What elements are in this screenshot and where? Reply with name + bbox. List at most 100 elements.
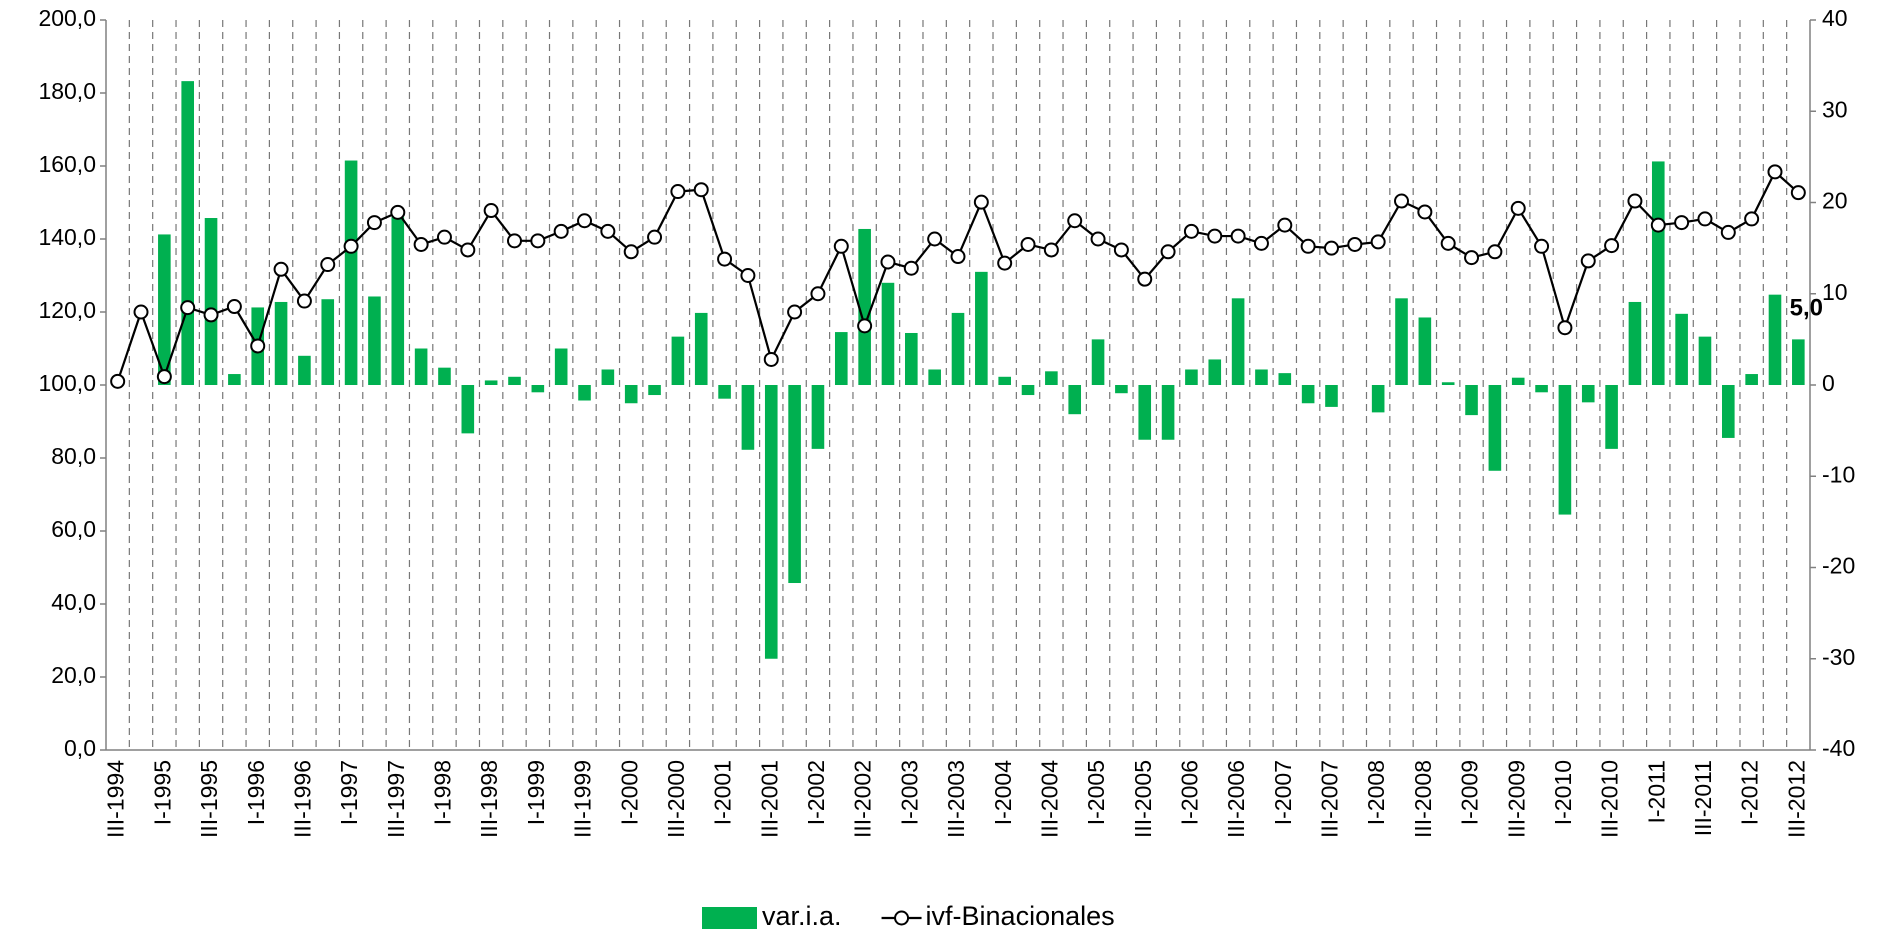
- bar: [1302, 385, 1315, 403]
- marker: [718, 253, 731, 266]
- bar: [1675, 314, 1688, 385]
- bar: [905, 333, 918, 385]
- y2-tick-label: 10: [1822, 279, 1848, 305]
- x-tick-label: III-2006: [1223, 760, 1249, 838]
- bar: [835, 332, 848, 385]
- marker: [275, 263, 288, 276]
- marker: [1138, 273, 1151, 286]
- bar: [998, 377, 1011, 385]
- x-tick-label: III-2005: [1130, 760, 1156, 838]
- x-tick-label: III-2009: [1503, 760, 1529, 838]
- bar: [1792, 339, 1805, 385]
- marker: [1582, 254, 1595, 267]
- x-tick-label: III-2012: [1783, 760, 1809, 838]
- bar: [391, 217, 404, 385]
- marker: [1372, 235, 1385, 248]
- y-tick-label: 0,0: [64, 735, 96, 761]
- y-tick-label: 120,0: [38, 297, 96, 323]
- y-tick-label: 80,0: [51, 443, 96, 469]
- marker: [111, 375, 124, 388]
- value-label: 5,0: [1790, 295, 1823, 322]
- bar: [1185, 369, 1198, 385]
- marker: [1605, 239, 1618, 252]
- bar: [882, 283, 895, 385]
- x-tick-label: I-1998: [430, 760, 456, 825]
- marker: [671, 185, 684, 198]
- marker: [1022, 238, 1035, 251]
- marker: [485, 204, 498, 217]
- bar: [788, 385, 801, 583]
- marker: [321, 258, 334, 271]
- x-tick-label: III-2007: [1317, 760, 1343, 838]
- marker: [788, 306, 801, 319]
- bar: [1535, 385, 1548, 392]
- marker: [1675, 216, 1688, 229]
- marker: [1535, 240, 1548, 253]
- y-tick-label: 40,0: [51, 589, 96, 615]
- marker: [1698, 212, 1711, 225]
- marker: [905, 262, 918, 275]
- x-tick-label: III-2001: [756, 760, 782, 838]
- bar: [1769, 295, 1782, 385]
- y2-tick-label: -10: [1822, 461, 1855, 487]
- bar: [1512, 378, 1525, 385]
- bar: [532, 385, 545, 392]
- marker: [1558, 321, 1571, 334]
- marker: [741, 269, 754, 282]
- marker: [811, 287, 824, 300]
- bar: [1138, 385, 1151, 440]
- bar: [742, 385, 755, 450]
- bar: [1232, 298, 1245, 385]
- marker: [135, 306, 148, 319]
- marker: [1068, 214, 1081, 227]
- bar: [1605, 385, 1618, 449]
- bar: [1465, 385, 1478, 415]
- y-tick-label: 160,0: [38, 151, 96, 177]
- marker: [1208, 230, 1221, 243]
- bar: [1699, 337, 1712, 385]
- x-tick-label: I-1996: [243, 760, 269, 825]
- legend-swatch: [702, 907, 757, 929]
- bar: [181, 81, 194, 385]
- marker: [251, 339, 264, 352]
- marker: [415, 238, 428, 251]
- bar: [1489, 385, 1502, 471]
- marker: [368, 216, 381, 229]
- marker: [1302, 240, 1315, 253]
- bar: [438, 368, 451, 385]
- legend-label: ivf-Binacionales: [926, 901, 1115, 931]
- bar: [345, 161, 358, 385]
- marker: [928, 233, 941, 246]
- bar: [1629, 302, 1642, 385]
- bar: [298, 356, 311, 385]
- legend-swatch: [895, 912, 908, 925]
- marker: [1092, 233, 1105, 246]
- bar: [1022, 385, 1035, 395]
- bar: [765, 385, 778, 659]
- x-tick-label: I-2002: [803, 760, 829, 825]
- bar: [1722, 385, 1735, 438]
- x-tick-label: I-2008: [1363, 760, 1389, 825]
- x-tick-label: III-1997: [383, 760, 409, 838]
- marker: [1325, 242, 1338, 255]
- marker: [1232, 230, 1245, 243]
- x-tick-label: I-1999: [523, 760, 549, 825]
- x-tick-label: I-1995: [149, 760, 175, 825]
- marker: [1185, 225, 1198, 238]
- x-tick-label: I-2009: [1457, 760, 1483, 825]
- x-tick-label: I-2006: [1177, 760, 1203, 825]
- y2-tick-label: -30: [1822, 644, 1855, 670]
- marker: [1792, 186, 1805, 199]
- marker: [1418, 205, 1431, 218]
- bar: [1745, 374, 1758, 385]
- marker: [1488, 245, 1501, 258]
- marker: [205, 308, 218, 321]
- x-tick-label: III-2010: [1597, 760, 1623, 838]
- bar: [275, 302, 288, 385]
- marker: [1512, 202, 1525, 215]
- bar: [1582, 385, 1595, 402]
- x-tick-label: I-2003: [896, 760, 922, 825]
- x-tick-label: III-1994: [103, 760, 129, 838]
- bar: [1419, 317, 1432, 385]
- marker: [181, 301, 194, 314]
